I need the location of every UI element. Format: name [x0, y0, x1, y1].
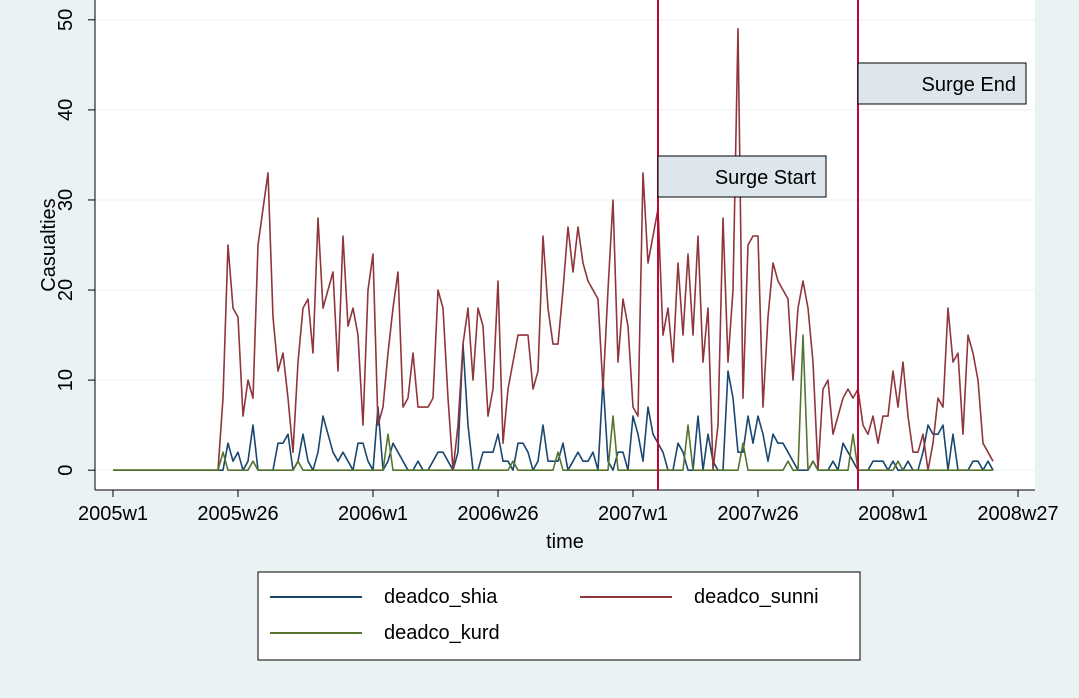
annotation-label: Surge End [921, 74, 1016, 96]
annotation-box [657, 155, 827, 198]
legend-label: deadco_sunni [694, 586, 819, 608]
legend [257, 571, 861, 661]
x-tick-label: 2007w1 [598, 503, 668, 525]
y-tick-label: 0 [55, 465, 77, 476]
x-tick-label: 2008w1 [858, 503, 928, 525]
x-tick-label: 2007w26 [717, 503, 798, 525]
series-line [113, 28, 994, 471]
legend-label: deadco_kurd [384, 622, 500, 644]
y-tick-label: 10 [55, 369, 77, 391]
x-axis-title: time [546, 531, 584, 553]
annotation-label: Surge Start [715, 167, 817, 189]
y-tick-label: 20 [55, 279, 77, 301]
y-axis-title: Casualties [38, 198, 60, 291]
x-tick-label: 2005w1 [78, 503, 148, 525]
y-tick-label: 30 [55, 189, 77, 211]
y-tick-label: 50 [55, 9, 77, 31]
x-tick-label: 2008w27 [977, 503, 1058, 525]
annotation-box [857, 62, 1027, 105]
x-tick-label: 2005w26 [197, 503, 278, 525]
x-tick-label: 2006w26 [457, 503, 538, 525]
legend-label: deadco_shia [384, 586, 498, 608]
series-line [113, 334, 993, 471]
y-tick-label: 40 [55, 99, 77, 121]
x-tick-label: 2006w1 [338, 503, 408, 525]
